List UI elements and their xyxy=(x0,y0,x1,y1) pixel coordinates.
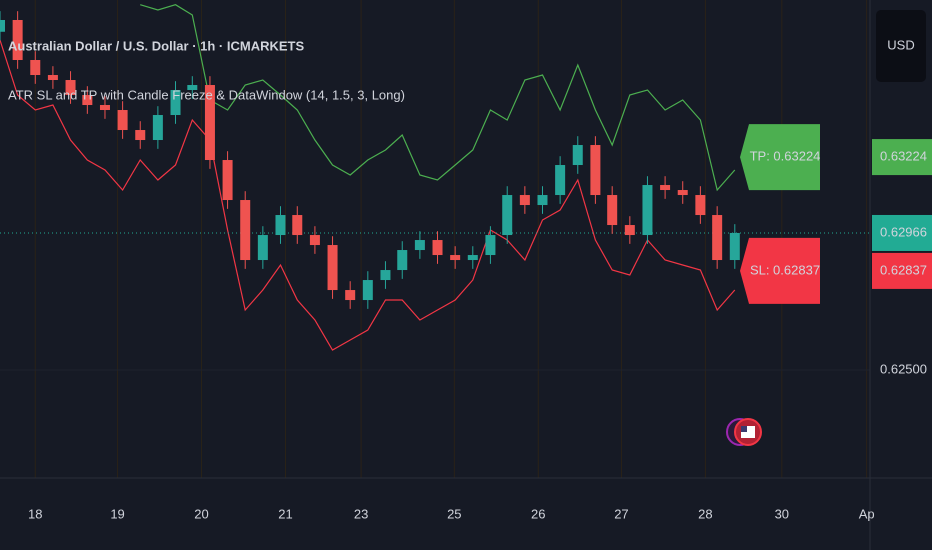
price-label: 0.62837 xyxy=(880,262,927,277)
candle-body xyxy=(660,185,671,191)
candle-body xyxy=(537,195,548,206)
candle-body xyxy=(12,20,23,61)
line-series xyxy=(0,39,736,351)
price-label-box xyxy=(872,252,932,289)
candle-body xyxy=(135,130,146,141)
candle-body xyxy=(695,195,706,216)
x-tick-label: Ap xyxy=(859,506,875,521)
line-series xyxy=(140,4,736,192)
candle-body xyxy=(82,95,93,106)
price-label-box xyxy=(872,214,932,251)
flag-canton xyxy=(741,426,747,432)
candle-body xyxy=(624,225,635,236)
event-icons[interactable] xyxy=(726,418,762,446)
candle-body xyxy=(677,190,688,196)
candle-body xyxy=(222,160,233,201)
candle-body xyxy=(397,250,408,271)
candle-body xyxy=(502,195,513,236)
candle-body xyxy=(152,115,163,141)
candle-body xyxy=(117,110,128,131)
price-label: 0.62966 xyxy=(880,224,927,239)
candle-body xyxy=(327,245,338,291)
annotation-label: TP: 0.63224 xyxy=(750,149,821,164)
x-tick-label: 18 xyxy=(28,506,42,521)
candle-body xyxy=(729,232,740,261)
candle-body xyxy=(572,145,583,166)
candle-body xyxy=(555,165,566,196)
candle-body xyxy=(0,20,5,32)
currency-button[interactable] xyxy=(876,10,926,82)
x-tick-label: 25 xyxy=(447,506,461,521)
x-tick-label: 26 xyxy=(531,506,545,521)
candle-body xyxy=(712,215,723,261)
indicator-title: ATR SL and TP with Candle Freeze & DataW… xyxy=(8,87,405,102)
candle-body xyxy=(187,85,198,91)
annotation-box xyxy=(740,124,820,191)
annotation-label: SL: 0.62837 xyxy=(750,262,820,277)
candle-body xyxy=(257,235,268,261)
x-tick-label: 20 xyxy=(194,506,208,521)
candle-body xyxy=(432,240,443,256)
candle-body xyxy=(30,60,41,76)
candle-body xyxy=(309,235,320,246)
candle-body xyxy=(642,185,653,236)
currency[interactable]: USD xyxy=(887,37,914,52)
y-tick-label: 0.62500 xyxy=(880,361,927,376)
x-tick-label: 28 xyxy=(698,506,712,521)
candle-body xyxy=(450,255,461,261)
candle-body xyxy=(170,90,181,116)
x-tick-label: 30 xyxy=(775,506,789,521)
candle-body xyxy=(47,75,58,81)
candle-body xyxy=(292,215,303,236)
candle-body xyxy=(345,290,356,301)
candle-body xyxy=(380,270,391,281)
candle-body xyxy=(65,80,76,96)
price-label-box xyxy=(872,139,932,176)
candle-body xyxy=(275,215,286,236)
candle-body xyxy=(485,235,496,256)
x-tick-label: 23 xyxy=(354,506,368,521)
annotation-box xyxy=(740,237,820,304)
candle-body xyxy=(519,195,530,206)
x-tick-label: 19 xyxy=(110,506,124,521)
price-label: 0.63224 xyxy=(880,149,927,164)
candle-body xyxy=(590,145,601,196)
x-tick-label: 27 xyxy=(614,506,628,521)
candle-body xyxy=(362,280,373,301)
candle-body xyxy=(607,195,618,226)
candle-body xyxy=(204,85,215,161)
candle-body xyxy=(467,255,478,261)
candle-body xyxy=(414,240,425,251)
overlay: TP: 0.63224 SL: 0.62837 0.63224 0.62966 0.62… xyxy=(740,124,932,304)
x-tick-label: 21 xyxy=(278,506,292,521)
chart-title: Australian Dollar / U.S. Dollar · 1h · I… xyxy=(8,38,304,53)
candle-body xyxy=(99,105,110,111)
candle-body xyxy=(240,200,251,261)
